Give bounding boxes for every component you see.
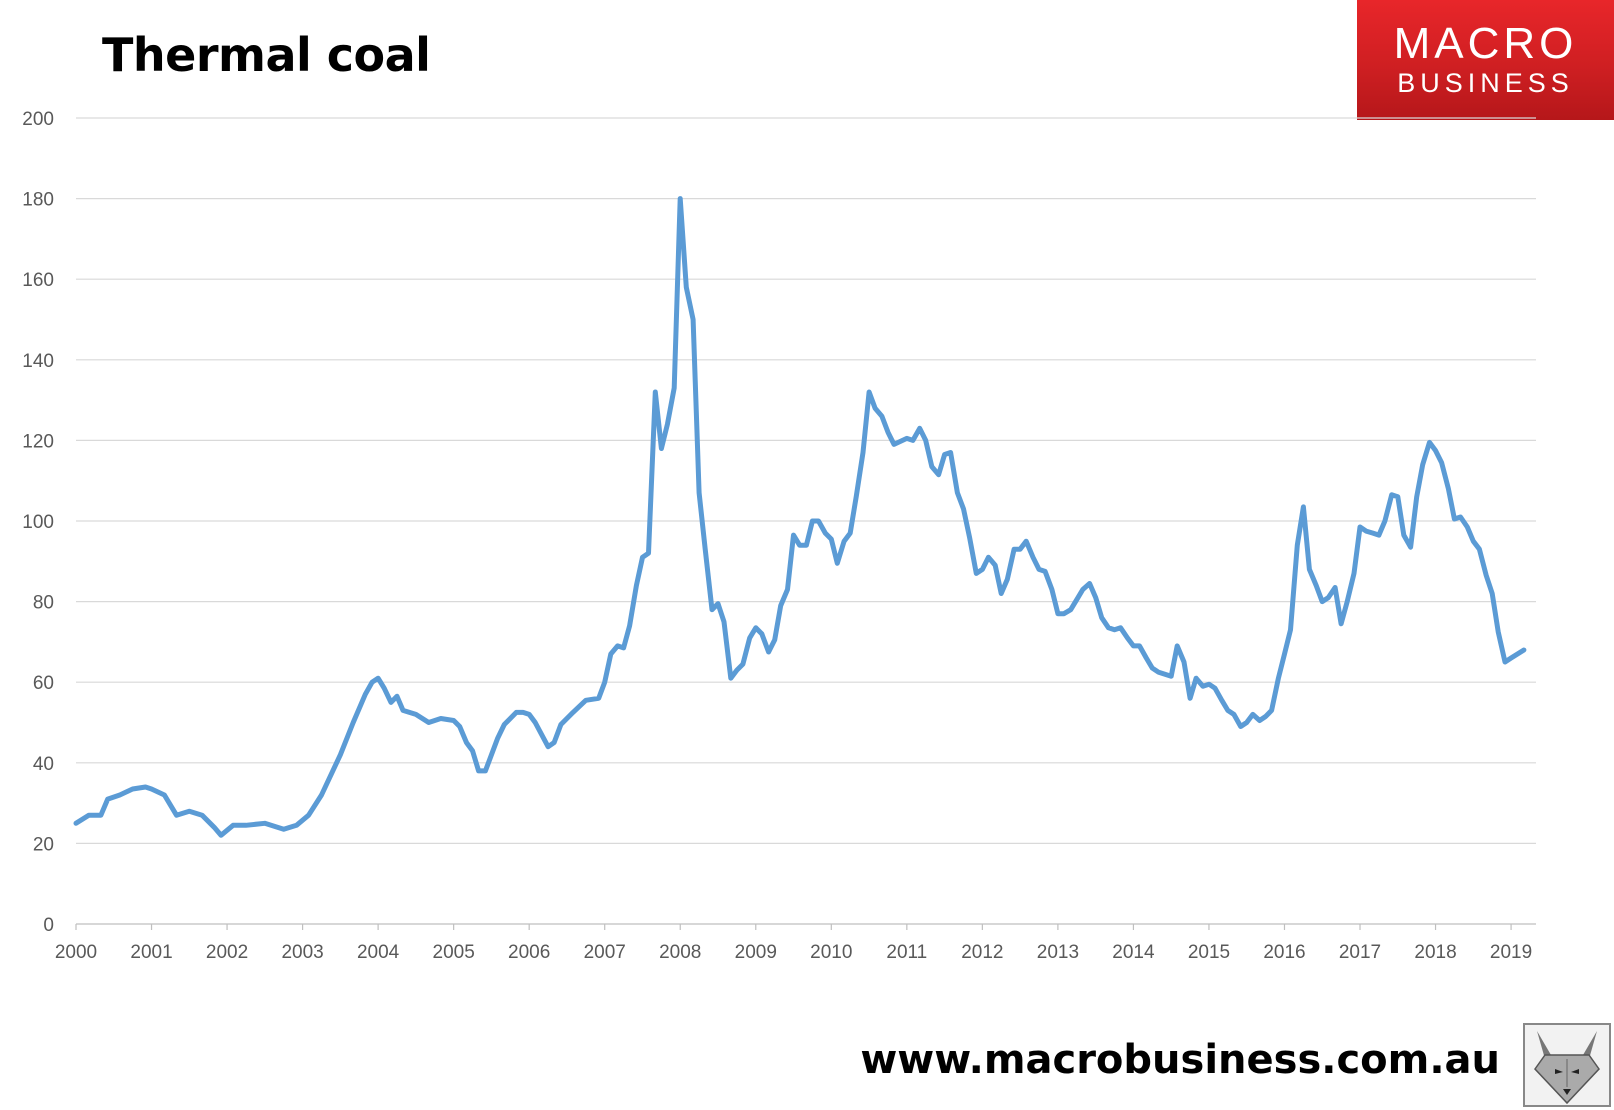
fox-mascot-icon — [1523, 1023, 1611, 1107]
series-line-0 — [73, 196, 1527, 838]
x-tick-label: 2008 — [659, 942, 701, 963]
y-tick-label: 0 — [43, 915, 54, 936]
logo-line-2: BUSINESS — [1397, 68, 1574, 98]
logo-line-1: MACRO — [1393, 19, 1578, 68]
y-tick-label: 180 — [22, 190, 54, 211]
x-tick-label: 2007 — [584, 942, 626, 963]
x-tick-label: 2006 — [508, 942, 550, 963]
x-tick-label: 2016 — [1263, 942, 1305, 963]
x-tick-label: 2004 — [357, 942, 400, 963]
x-tick-label: 2010 — [810, 942, 852, 963]
macrobusiness-logo[interactable]: MACRO BUSINESS — [1357, 0, 1614, 120]
y-tick-label: 200 — [22, 109, 54, 130]
x-tick-label: 2015 — [1188, 942, 1230, 963]
x-tick-label: 2013 — [1037, 942, 1079, 963]
y-tick-label: 140 — [22, 351, 54, 372]
x-tick-label: 2012 — [961, 942, 1003, 963]
x-tick-label: 2003 — [281, 942, 323, 963]
x-tick-label: 2018 — [1414, 942, 1456, 963]
x-tick-label: 2014 — [1112, 942, 1155, 963]
x-tick-label: 2011 — [886, 942, 927, 963]
x-tick-label: 2002 — [206, 942, 248, 963]
y-axis-tick-labels: 0 20 40 60 80 100 120 140 160 180 200 — [22, 109, 54, 936]
y-tick-label: 120 — [22, 431, 54, 452]
x-tick-label: 2001 — [130, 942, 172, 963]
x-tick-label: 2000 — [55, 942, 97, 963]
x-tick-label: 2017 — [1339, 942, 1381, 963]
y-tick-label: 60 — [33, 673, 54, 694]
chart-title: Thermal coal — [102, 28, 431, 82]
y-tick-label: 20 — [33, 834, 54, 855]
y-tick-label: 100 — [22, 512, 54, 533]
x-tick-label: 2019 — [1490, 942, 1532, 963]
x-axis-tick-labels: 2000 2001 2002 2003 2004 2005 2006 2007 2008 2009… — [55, 924, 1532, 963]
y-tick-label: 40 — [33, 754, 54, 775]
footer-website-url[interactable]: www.macrobusiness.com.au — [860, 1037, 1500, 1083]
y-tick-label: 160 — [22, 270, 54, 291]
gridlines — [76, 117, 1536, 925]
series-group — [73, 196, 1527, 838]
x-tick-label: 2005 — [433, 942, 475, 963]
y-tick-label: 80 — [33, 593, 54, 614]
x-tick-label: 2009 — [735, 942, 777, 963]
